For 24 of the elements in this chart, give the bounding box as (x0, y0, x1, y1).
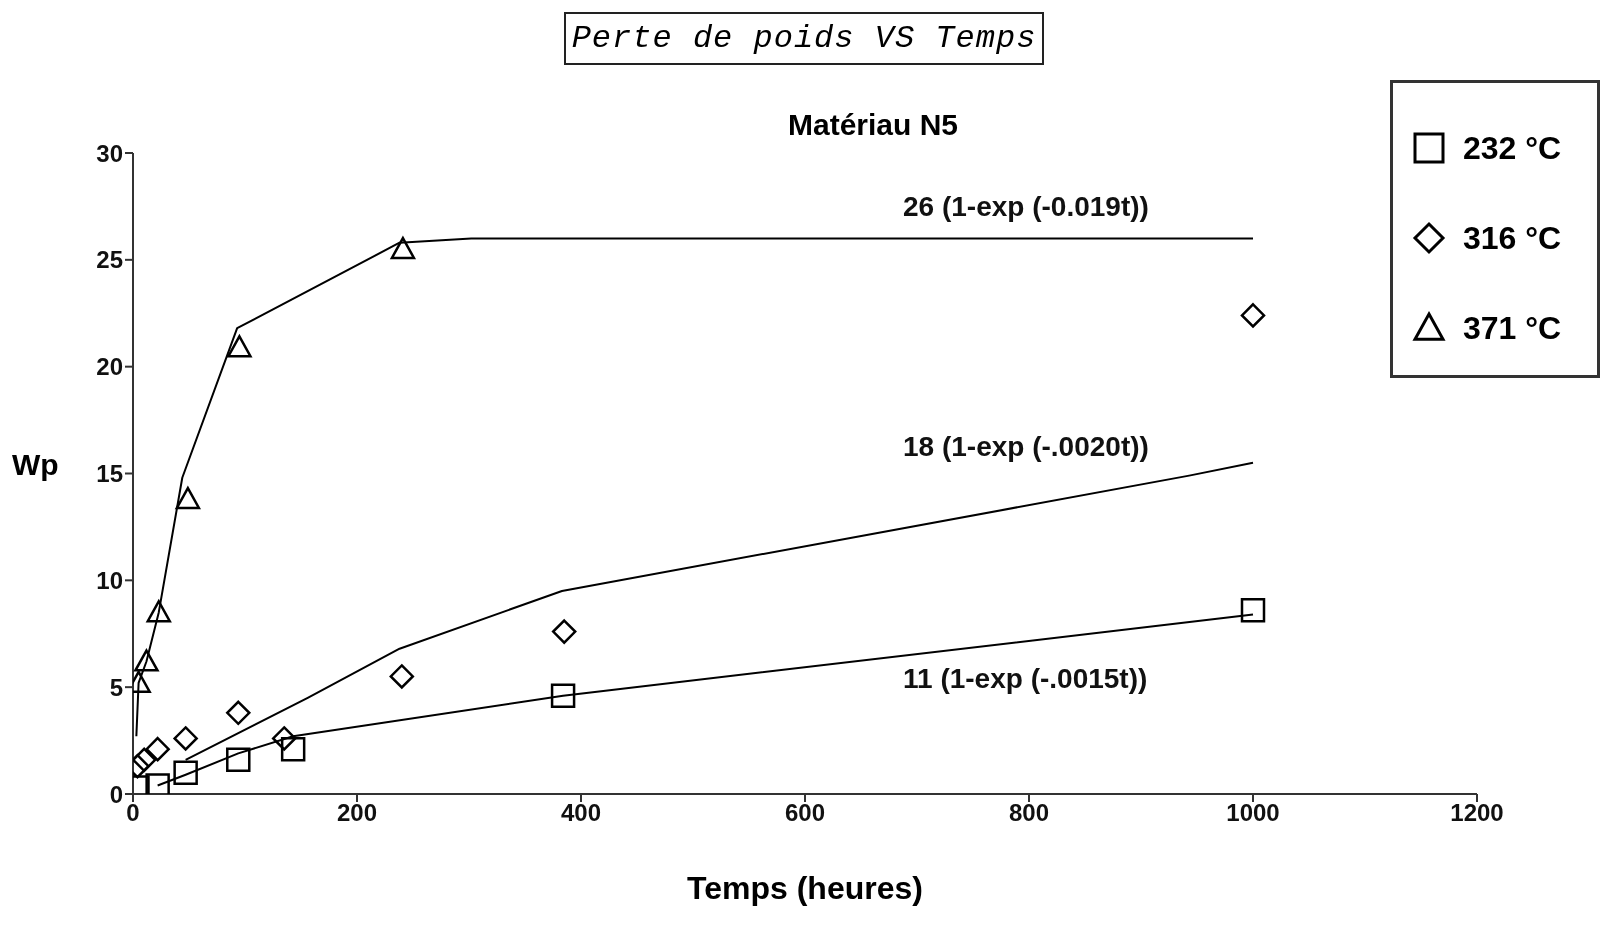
x-tick-label: 1200 (1450, 799, 1504, 827)
legend-label: 316 °C (1463, 219, 1562, 257)
y-tick-label: 10 (96, 566, 123, 594)
x-tick-label: 600 (784, 799, 826, 827)
x-tick-label: 1000 (1226, 799, 1280, 827)
chart-subtitle: Matériau N5 (787, 108, 959, 141)
x-tick-label: 200 (336, 799, 378, 827)
y-tick-label: 5 (109, 673, 123, 701)
y-tick-label: 30 (96, 139, 123, 167)
x-tick-label: 0 (126, 799, 140, 827)
y-tick-label: 0 (109, 780, 123, 808)
y-tick-label: 25 (96, 246, 123, 274)
x-tick-label: 800 (1008, 799, 1050, 827)
x-axis-title: Temps (heures) (686, 870, 924, 907)
y-tick-label: 20 (96, 353, 123, 381)
annotation: 11 (1-exp (-.0015t)) (903, 663, 1148, 695)
y-tick-label: 15 (96, 460, 123, 488)
annotation: 26 (1-exp (-0.019t)) (903, 191, 1149, 223)
chart-title: Perte de poids VS Temps (563, 12, 1045, 65)
annotation: 18 (1-exp (-.0020t)) (903, 431, 1149, 463)
y-axis-title: Wp (12, 448, 59, 482)
legend-label: 232 °C (1463, 129, 1562, 167)
x-tick-label: 400 (560, 799, 602, 827)
legend-label: 371 °C (1463, 309, 1562, 347)
